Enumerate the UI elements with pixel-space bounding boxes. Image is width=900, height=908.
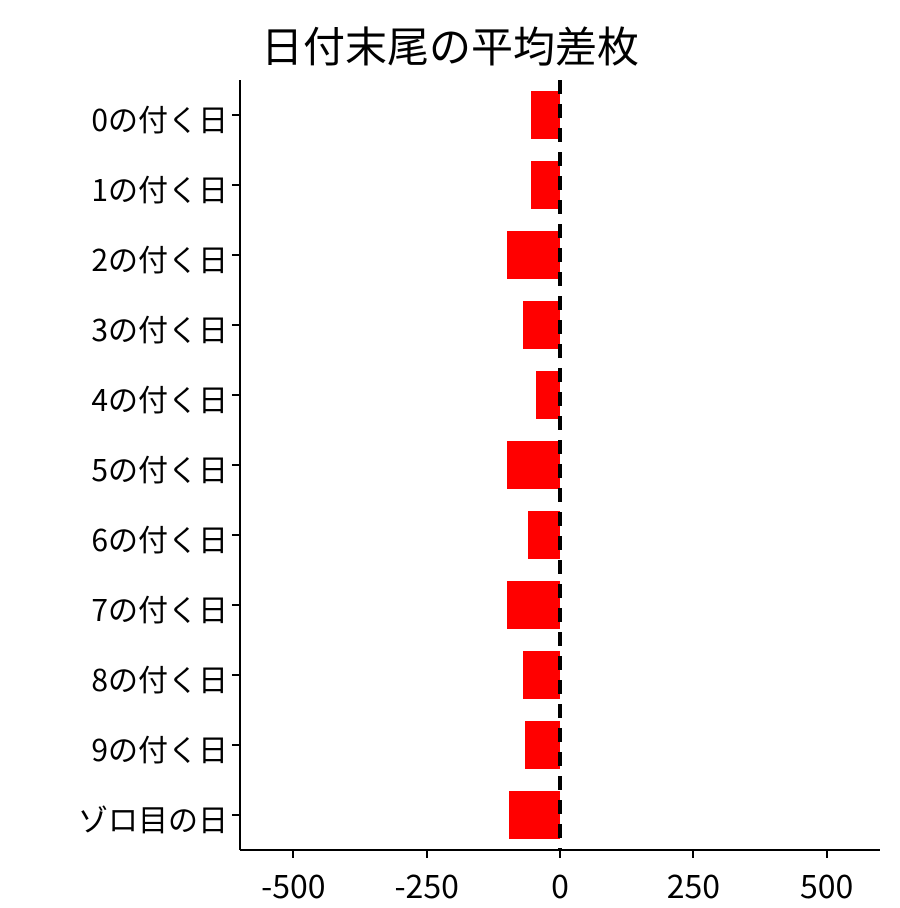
bar — [536, 371, 560, 419]
y-axis-line — [239, 80, 241, 850]
y-tick-label: 5の付く日 — [91, 446, 228, 490]
y-tick-label: 9の付く日 — [91, 726, 228, 770]
x-tick-label: -250 — [357, 862, 497, 908]
y-tick-label: 8の付く日 — [91, 656, 228, 700]
bar — [507, 441, 560, 489]
bar — [531, 91, 560, 139]
bar — [509, 791, 560, 839]
y-tick-label: 7の付く日 — [91, 586, 228, 630]
x-tick-mark — [292, 850, 294, 858]
bar — [507, 231, 560, 279]
x-tick-label: 0 — [490, 862, 630, 908]
x-tick-label: -500 — [223, 862, 363, 908]
y-tick-label: 2の付く日 — [91, 236, 228, 280]
bar — [507, 581, 560, 629]
chart-title: 日付末尾の平均差枚 — [0, 14, 900, 75]
y-tick-label: 4の付く日 — [91, 376, 228, 420]
y-tick-label: 3の付く日 — [91, 306, 228, 350]
bar — [528, 511, 560, 559]
x-tick-label: 250 — [623, 862, 763, 908]
bar — [531, 161, 560, 209]
x-tick-label: 500 — [757, 862, 897, 908]
y-tick-label: ゾロ目の日 — [78, 796, 228, 840]
y-tick-label: 6の付く日 — [91, 516, 228, 560]
y-tick-label: 1の付く日 — [91, 166, 228, 210]
x-tick-mark — [692, 850, 694, 858]
x-tick-mark — [559, 850, 561, 858]
bar — [523, 651, 560, 699]
x-tick-mark — [426, 850, 428, 858]
bar — [523, 301, 560, 349]
bar — [525, 721, 560, 769]
y-tick-label: 0の付く日 — [91, 96, 228, 140]
x-tick-mark — [826, 850, 828, 858]
zero-line — [558, 80, 562, 850]
